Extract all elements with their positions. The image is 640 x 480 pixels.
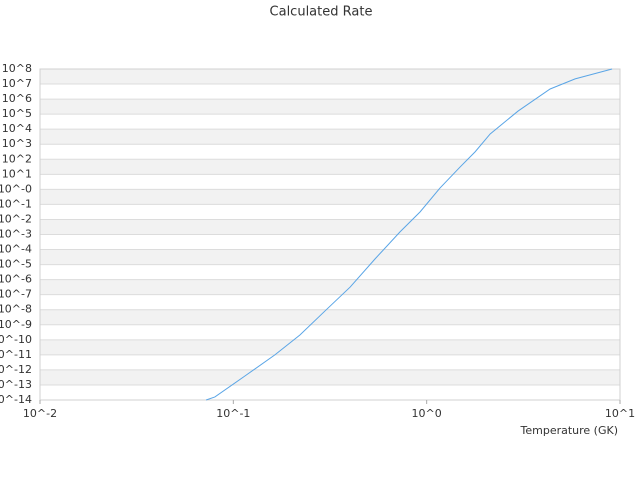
y-tick-label: 10^2	[2, 152, 32, 165]
grid-band	[40, 309, 620, 325]
x-tick-label: 10^0	[412, 407, 442, 420]
y-tick-label: 10^3	[2, 137, 32, 150]
y-tick-label: 10^-4	[0, 243, 32, 256]
y-tick-label: 10^7	[2, 77, 32, 90]
y-tick-label: 10^8	[2, 62, 32, 75]
grid-band	[40, 129, 620, 145]
grid-band	[40, 99, 620, 115]
grid-band	[40, 159, 620, 175]
y-tick-label: 10^-12	[0, 363, 32, 376]
grid-band	[40, 249, 620, 265]
grid-band	[40, 234, 620, 250]
y-tick-label: 10^-1	[0, 197, 32, 210]
grid-band	[40, 174, 620, 190]
y-tick-label: 10^-14	[0, 393, 32, 406]
y-tick-label: 10^-13	[0, 378, 32, 391]
grid-band	[40, 69, 620, 85]
y-tick-label: 10^-11	[0, 348, 32, 361]
y-tick-label: 10^-9	[0, 318, 32, 331]
grid-band	[40, 324, 620, 340]
grid-band	[40, 204, 620, 220]
grid-band	[40, 114, 620, 130]
grid-band	[40, 294, 620, 310]
y-tick-label: 10^4	[2, 122, 32, 135]
x-tick-label: 10^1	[605, 407, 635, 420]
grid-band	[40, 369, 620, 385]
x-tick-label: 10^-1	[216, 407, 250, 420]
y-tick-label: 10^-7	[0, 288, 32, 301]
plot-frame	[39, 68, 621, 401]
x-tick-label: 10^-2	[23, 407, 57, 420]
y-tick-label: 10^-2	[0, 212, 32, 225]
grid-band	[40, 84, 620, 100]
grid-band	[40, 354, 620, 370]
grid-band	[40, 189, 620, 205]
grid-band	[40, 219, 620, 235]
grid-band	[40, 339, 620, 355]
y-tick-label: 10^6	[2, 92, 32, 105]
grid-band	[40, 144, 620, 160]
y-tick-label: 10^-5	[0, 258, 32, 271]
y-tick-label: 10^1	[2, 167, 32, 180]
grid-band	[40, 279, 620, 295]
y-tick-label: 10^-3	[0, 228, 32, 241]
x-axis-label: Temperature (GK)	[520, 424, 619, 437]
y-tick-label: 10^-8	[0, 303, 32, 316]
y-tick-label: 10^5	[2, 107, 32, 120]
data-line	[205, 68, 613, 401]
y-tick-label: 10^-0	[0, 182, 32, 195]
grid-band	[40, 264, 620, 280]
chart-title: Calculated Rate	[270, 5, 373, 20]
y-tick-label: 10^-6	[0, 273, 32, 286]
y-tick-label: 10^-10	[0, 333, 32, 346]
grid-band	[40, 384, 620, 400]
